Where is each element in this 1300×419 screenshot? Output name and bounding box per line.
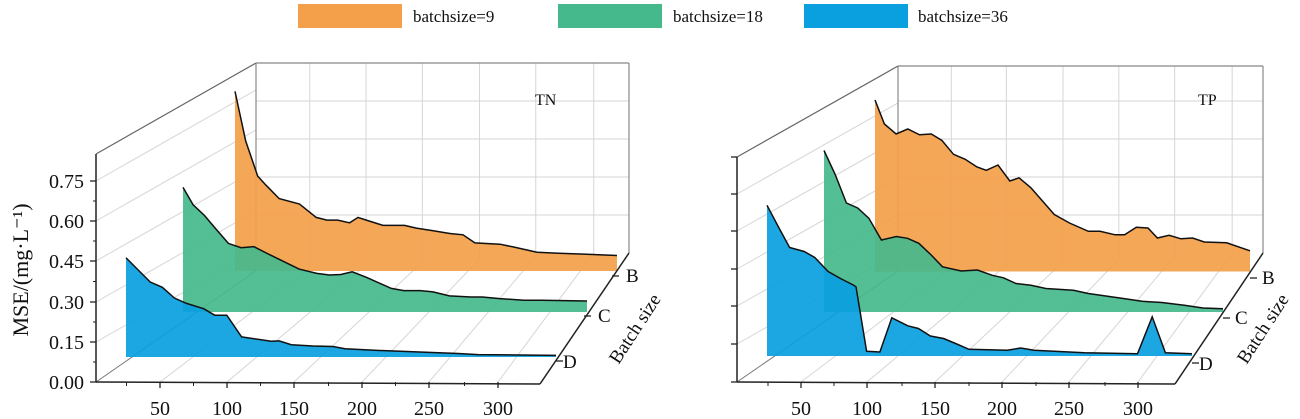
- x-axis: [736, 381, 1176, 385]
- chart-tp: 50 100 150 200 250 300 BC D Batch size TP: [731, 65, 1294, 419]
- gridline: [497, 252, 595, 383]
- gridline: [736, 177, 899, 270]
- gridline: [95, 89, 257, 182]
- gridline: [1068, 255, 1176, 383]
- x-tick-label: 150: [279, 398, 309, 419]
- frame-line: [95, 62, 257, 155]
- legend-label: batchsize=9: [413, 7, 494, 26]
- series-line-C: [823, 150, 1224, 310]
- series-area-D: [767, 205, 1192, 356]
- x-tick-label: 100: [212, 398, 242, 419]
- gridline: [1001, 258, 1120, 383]
- x-tick-label: 300: [483, 398, 513, 419]
- depth-label-C: C: [1235, 308, 1248, 329]
- x-axis: [95, 381, 541, 385]
- x-tick-label: 50: [150, 398, 170, 419]
- x-tick-label: 100: [852, 398, 882, 419]
- series-area-C: [183, 187, 587, 312]
- panel-label: TP: [1198, 92, 1217, 109]
- x-tick-label: 200: [987, 398, 1017, 419]
- gridline: [736, 102, 899, 195]
- series-line-B: [874, 99, 1251, 252]
- gridline: [95, 169, 257, 262]
- x-tick-label: 200: [347, 398, 377, 419]
- depth-label-D: D: [1199, 354, 1213, 375]
- panel-label: TN: [535, 92, 557, 109]
- legend-label: batchsize=18: [673, 7, 763, 26]
- y-tick-label: 0.60: [49, 211, 84, 233]
- y-tick-label: 0.75: [49, 171, 84, 193]
- legend-swatch: [804, 4, 908, 28]
- depth-label-D: D: [563, 352, 577, 373]
- y-tick-label: 0.15: [49, 332, 84, 354]
- legend: batchsize=9 batchsize=18 batchsize=36: [298, 4, 1008, 28]
- depth-axis: [539, 252, 630, 385]
- gridline: [1137, 252, 1233, 383]
- depth-axis-title: Batch size: [1233, 290, 1293, 367]
- x-tick-label: 250: [414, 398, 444, 419]
- series-area-C: [824, 150, 1223, 312]
- x-tick-label: 300: [1123, 398, 1153, 419]
- frame-line: [736, 65, 899, 158]
- legend-swatch: [298, 4, 402, 28]
- x-tick-label: 150: [920, 398, 950, 419]
- legend-swatch: [558, 4, 662, 28]
- y-tick-label: 0.00: [49, 372, 84, 394]
- series-area-B: [875, 100, 1250, 272]
- series-area-D: [126, 257, 556, 357]
- series-area-B: [235, 91, 617, 272]
- series-line-C: [182, 187, 588, 302]
- x-tick-label: 250: [1054, 398, 1084, 419]
- series-line-B: [234, 91, 618, 257]
- gridline: [934, 261, 1064, 383]
- series-line-D: [125, 257, 557, 357]
- depth-label-C: C: [598, 306, 611, 327]
- gridline: [736, 139, 899, 232]
- gridline: [428, 255, 537, 383]
- chart-tn: 0.00 0.15 0.30 0.45 0.60 0.75 50 100 150 200 250 30…: [8, 62, 666, 419]
- legend-label: batchsize=36: [918, 7, 1008, 26]
- y-tick-label: 0.30: [49, 292, 84, 314]
- x-tick-label: 50: [791, 398, 811, 419]
- depth-label-B: B: [1262, 268, 1275, 289]
- gridline: [293, 261, 423, 383]
- gridline: [361, 258, 480, 383]
- y-axis-title: MSE/(mg·L⁻¹): [8, 203, 33, 336]
- gridline: [95, 129, 257, 222]
- gridline: [95, 210, 257, 303]
- depth-axis: [1174, 252, 1264, 385]
- depth-axis-title: Batch size: [605, 290, 665, 367]
- y-tick-label: 0.45: [49, 251, 84, 273]
- depth-label-B: B: [626, 266, 639, 287]
- series-line-D: [766, 204, 1193, 355]
